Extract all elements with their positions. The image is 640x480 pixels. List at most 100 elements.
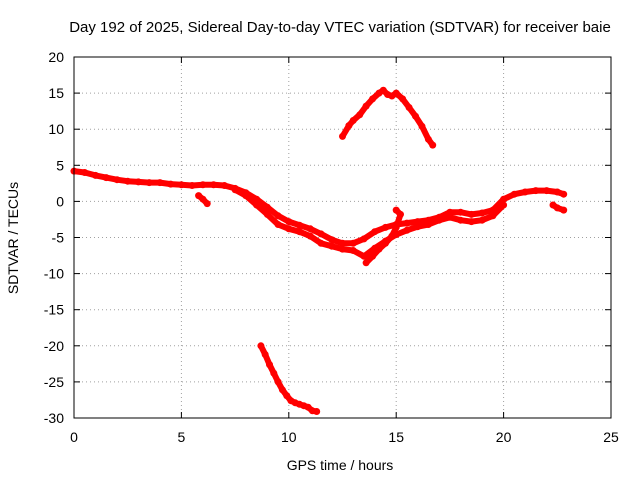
y-axis-label: SDTVAR / TECUs	[5, 182, 21, 294]
data-point	[306, 225, 314, 233]
y-tick-label: 15	[48, 85, 64, 101]
data-point	[392, 206, 400, 214]
series-trailing-offshoot	[549, 201, 568, 214]
y-tick-label: -5	[52, 230, 65, 246]
y-tick-label: 5	[56, 157, 64, 173]
data-point	[467, 210, 475, 218]
data-point	[199, 181, 207, 189]
series-early-offshoot	[195, 192, 211, 208]
data-point	[134, 178, 142, 186]
data-point	[560, 206, 568, 214]
data-point	[220, 182, 228, 189]
data-point	[328, 236, 336, 244]
data-point	[467, 218, 475, 226]
data-point	[478, 216, 486, 224]
data-point	[177, 181, 185, 189]
data-point	[345, 122, 353, 130]
x-tick-label: 15	[388, 429, 404, 445]
data-point	[313, 408, 321, 415]
series-trace	[339, 87, 436, 149]
data-point	[285, 225, 293, 233]
x-axis-label: GPS time / hours	[287, 457, 394, 473]
data-point	[510, 190, 518, 198]
data-point	[257, 342, 265, 350]
data-point	[375, 245, 383, 253]
data-point	[263, 210, 271, 218]
data-point	[446, 208, 454, 216]
data-point	[405, 104, 413, 111]
data-point	[285, 218, 293, 226]
data-point	[339, 245, 346, 253]
data-point	[500, 201, 508, 209]
data-point	[349, 247, 357, 254]
data-point	[543, 187, 551, 195]
x-tick-label: 10	[281, 429, 297, 445]
data-point	[210, 181, 218, 189]
data-point	[274, 378, 282, 386]
data-point	[356, 111, 364, 119]
data-point	[435, 216, 443, 224]
data-point	[553, 204, 561, 212]
y-tick-label: -15	[44, 302, 64, 318]
data-point	[188, 182, 196, 189]
data-point	[349, 239, 357, 247]
series-negative-arc	[257, 342, 321, 415]
data-point	[270, 369, 278, 377]
data-point	[261, 351, 269, 358]
data-point	[317, 239, 325, 247]
x-tick-label: 20	[496, 429, 512, 445]
data-point	[145, 179, 153, 187]
data-point	[339, 239, 346, 247]
data-point	[553, 188, 561, 196]
data-point	[349, 117, 357, 124]
data-point	[424, 135, 432, 143]
series-descending-arc-end	[362, 206, 404, 267]
y-tick-label: 10	[48, 121, 64, 137]
data-point	[521, 188, 529, 196]
data-point	[371, 228, 379, 236]
data-point	[253, 201, 261, 209]
data-point	[414, 223, 422, 231]
data-marks	[70, 86, 568, 415]
data-point	[296, 221, 303, 229]
data-point	[397, 210, 404, 218]
data-point	[274, 221, 282, 228]
y-tick-label: -30	[44, 410, 64, 426]
data-point	[266, 361, 273, 369]
data-point	[382, 223, 389, 231]
data-point	[242, 192, 250, 200]
data-point	[500, 195, 508, 203]
data-point	[392, 89, 400, 97]
data-point	[424, 221, 432, 228]
x-tick-label: 5	[178, 429, 186, 445]
data-point	[102, 174, 110, 182]
axis-ticks: 0 5 10 15 20 25 -30 -25 -20 -15 -10 -5 0 5 10 15 20	[44, 49, 619, 445]
data-point	[379, 86, 387, 94]
data-point	[560, 190, 568, 198]
data-point	[362, 259, 370, 267]
data-point	[369, 95, 377, 103]
data-point	[360, 235, 368, 243]
data-point	[446, 213, 454, 221]
data-point	[429, 141, 437, 149]
y-tick-label: 0	[56, 193, 64, 209]
data-point	[92, 171, 99, 179]
data-point	[278, 386, 286, 394]
data-point	[457, 208, 465, 216]
data-point	[412, 112, 419, 120]
data-point	[403, 219, 411, 227]
data-point	[306, 232, 314, 240]
data-point	[403, 226, 411, 234]
data-point	[489, 212, 497, 220]
x-tick-label: 25	[603, 429, 619, 445]
data-point	[457, 216, 465, 224]
y-tick-label: -10	[44, 266, 64, 282]
data-point	[392, 223, 400, 231]
data-point	[167, 180, 175, 188]
data-point	[360, 252, 368, 260]
data-point	[283, 392, 291, 400]
data-point	[81, 169, 89, 176]
data-point	[339, 132, 346, 140]
data-point	[399, 95, 407, 103]
